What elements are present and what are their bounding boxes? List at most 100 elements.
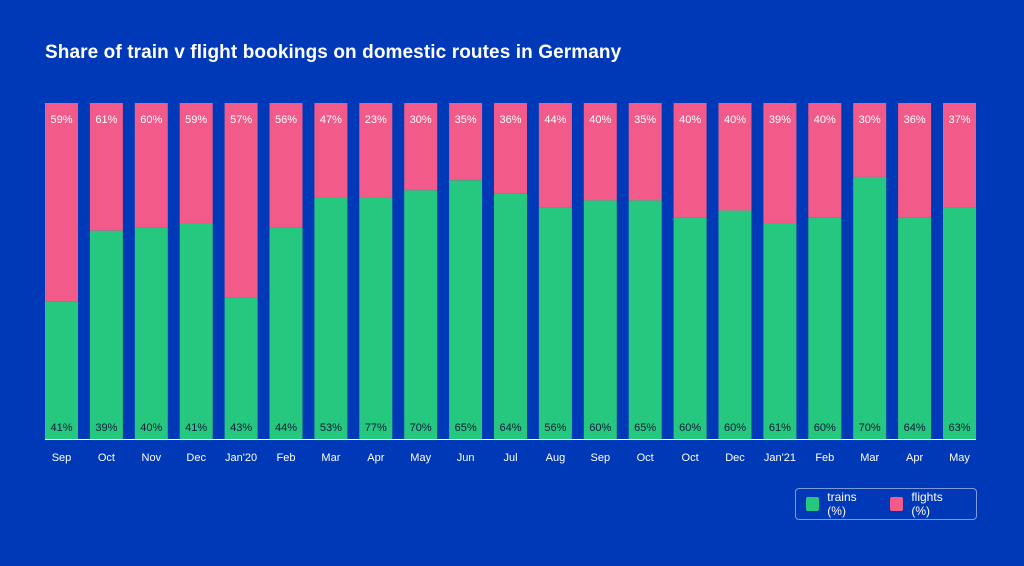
label-trains-14: 60% (679, 422, 701, 434)
label-trains-6: 53% (320, 422, 342, 434)
label-flights-15: 40% (724, 114, 746, 126)
bar-trains-9 (449, 180, 483, 439)
x-tick-label-19: Apr (906, 452, 923, 464)
label-trains-13: 65% (634, 422, 656, 434)
x-tick-label-0: Sep (52, 452, 72, 464)
label-flights-19: 36% (904, 114, 926, 126)
label-trains-11: 56% (544, 422, 566, 434)
bar-flights-13 (628, 103, 662, 201)
label-trains-8: 70% (410, 422, 432, 434)
x-tick-label-4: Jan'20 (225, 452, 257, 464)
label-flights-6: 47% (320, 114, 342, 126)
bar-flights-5 (269, 103, 303, 228)
legend-swatch-trains (806, 497, 820, 511)
x-tick-label-20: May (949, 452, 970, 464)
bar-flights-4 (224, 103, 258, 298)
label-flights-1: 61% (95, 114, 117, 126)
label-flights-9: 35% (455, 114, 477, 126)
label-trains-4: 43% (230, 422, 252, 434)
label-flights-8: 30% (410, 114, 432, 126)
x-tick-label-11: Aug (546, 452, 566, 464)
bar-flights-1 (89, 103, 123, 231)
bar-trains-5 (269, 227, 303, 439)
bar-flights-18 (853, 103, 887, 177)
label-trains-5: 44% (275, 422, 297, 434)
x-tick-label-14: Oct (682, 452, 699, 464)
bar-flights-6 (314, 103, 348, 198)
bar-trains-14 (673, 217, 707, 439)
bar-trains-17 (808, 217, 842, 439)
x-tick-label-6: Mar (321, 452, 340, 464)
bar-trains-2 (134, 227, 168, 439)
bar-flights-12 (583, 103, 617, 201)
label-flights-4: 57% (230, 114, 252, 126)
x-tick-label-18: Mar (860, 452, 879, 464)
bar-flights-19 (898, 103, 932, 218)
label-flights-16: 39% (769, 114, 791, 126)
chart-legend: trains (%) flights (%) (795, 488, 977, 520)
bar-trains-15 (718, 210, 752, 439)
label-trains-3: 41% (185, 422, 207, 434)
label-trains-15: 60% (724, 422, 746, 434)
label-trains-19: 64% (904, 422, 926, 434)
bar-flights-15 (718, 103, 752, 211)
label-trains-12: 60% (589, 422, 611, 434)
bar-trains-19 (898, 217, 932, 439)
label-trains-20: 63% (948, 422, 970, 434)
bar-trains-8 (404, 190, 438, 439)
label-flights-11: 44% (544, 114, 566, 126)
bar-trains-12 (583, 200, 617, 439)
bar-trains-4 (224, 297, 258, 439)
label-trains-2: 40% (140, 422, 162, 434)
bar-trains-16 (763, 223, 797, 439)
bar-trains-20 (943, 207, 976, 439)
label-trains-16: 61% (769, 422, 791, 434)
legend-label-flights: flights (%) (911, 490, 943, 518)
legend-item-trains: trains (%) (806, 490, 876, 518)
label-trains-10: 64% (499, 422, 521, 434)
label-trains-17: 60% (814, 422, 836, 434)
label-flights-12: 40% (589, 114, 611, 126)
chart-title: Share of train v flight bookings on dome… (45, 42, 622, 63)
legend-item-flights: flights (%) (890, 490, 962, 518)
bar-flights-17 (808, 103, 842, 218)
x-tick-label-5: Feb (277, 452, 296, 464)
x-tick-label-17: Feb (815, 452, 834, 464)
x-tick-label-8: May (410, 452, 431, 464)
label-flights-7: 23% (365, 114, 387, 126)
bar-flights-20 (943, 103, 976, 208)
bar-trains-7 (359, 197, 393, 439)
bar-trains-11 (538, 207, 572, 439)
bar-trains-13 (628, 200, 662, 439)
legend-swatch-flights (890, 497, 904, 511)
label-flights-17: 40% (814, 114, 836, 126)
x-tick-label-12: Sep (591, 452, 611, 464)
label-flights-3: 59% (185, 114, 207, 126)
x-tick-label-10: Jul (503, 452, 517, 464)
bar-flights-16 (763, 103, 797, 224)
label-flights-5: 56% (275, 114, 297, 126)
bar-flights-14 (673, 103, 707, 218)
bar-flights-10 (494, 103, 527, 194)
x-tick-label-2: Nov (142, 452, 162, 464)
bar-flights-9 (449, 103, 483, 181)
bar-trains-18 (853, 176, 887, 440)
label-trains-9: 65% (455, 422, 477, 434)
x-tick-label-13: Oct (637, 452, 654, 464)
x-tick-label-1: Oct (98, 452, 115, 464)
bar-trains-3 (179, 223, 213, 439)
label-flights-18: 30% (859, 114, 881, 126)
bar-flights-2 (134, 103, 168, 228)
label-flights-20: 37% (948, 114, 970, 126)
bar-trains-0 (45, 301, 78, 439)
x-tick-label-15: Dec (725, 452, 745, 464)
bar-trains-10 (494, 193, 527, 439)
x-tick-label-7: Apr (367, 452, 384, 464)
x-tick-label-16: Jan'21 (764, 452, 796, 464)
label-flights-13: 35% (634, 114, 656, 126)
label-flights-14: 40% (679, 114, 701, 126)
label-trains-18: 70% (859, 422, 881, 434)
bar-trains-1 (89, 230, 123, 439)
label-trains-7: 77% (365, 422, 387, 434)
